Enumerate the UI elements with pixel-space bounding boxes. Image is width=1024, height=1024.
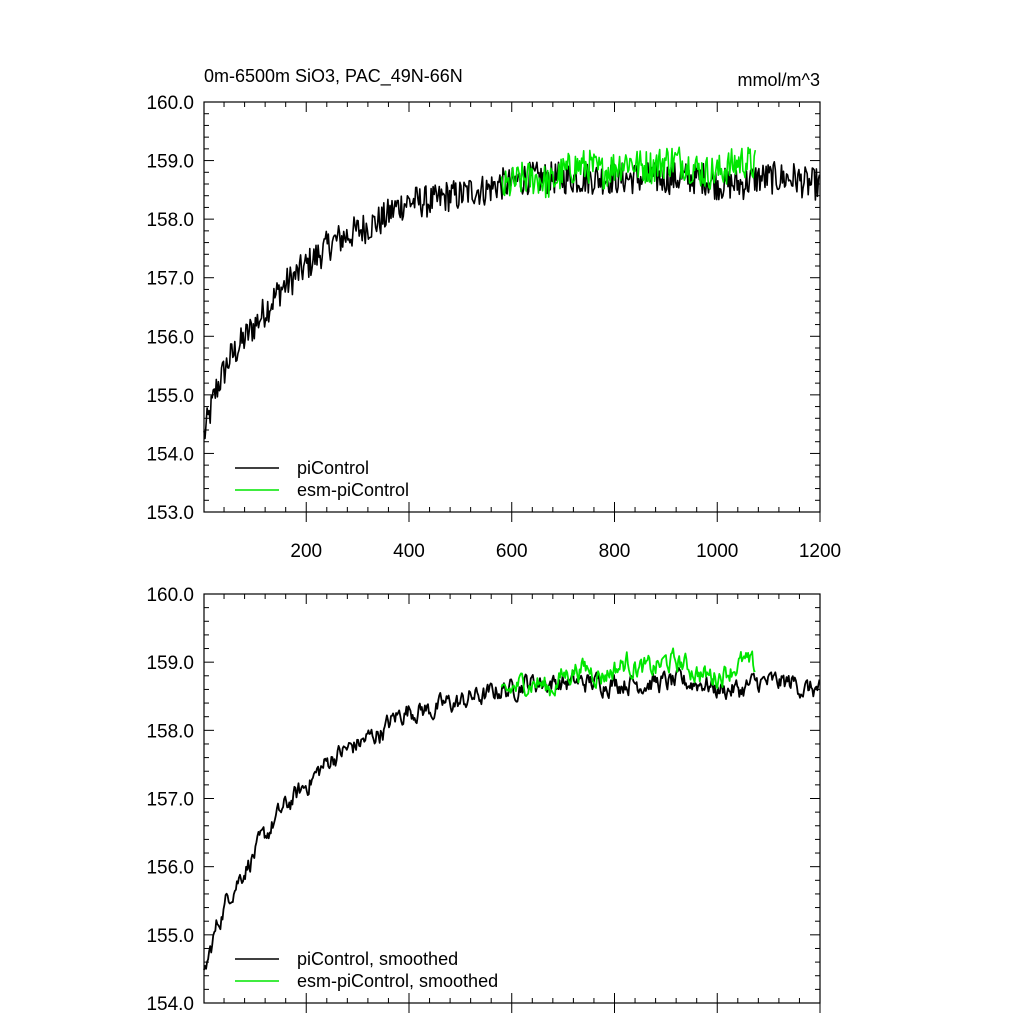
top-ytick-label: 160.0 (146, 93, 194, 114)
top-xtick-label: 800 (599, 541, 631, 562)
top-xtick-label: 200 (290, 541, 322, 562)
bottom-ytick-label: 157.0 (146, 790, 194, 811)
top-panel: 0m-6500m SiO3, PAC_49N-66N mmol/m^3 153.… (146, 66, 841, 562)
bottom-series-1-line (500, 647, 756, 697)
top-xtick-label: 1000 (696, 541, 738, 562)
top-xtick-label: 600 (496, 541, 528, 562)
top-legend-label-0: piControl (297, 458, 369, 478)
top-ytick-label: 153.0 (146, 503, 194, 524)
top-series-0-line (203, 161, 821, 440)
bottom-legend-label-1: esm-piControl, smoothed (297, 971, 498, 991)
top-panel-units: mmol/m^3 (738, 70, 820, 90)
bottom-plot-frame (203, 593, 821, 1004)
top-series-1-line (500, 146, 757, 199)
top-ytick-label: 154.0 (146, 444, 194, 465)
bottom-ytick-label: 159.0 (146, 653, 194, 674)
bottom-ytick-label: 156.0 (146, 858, 194, 879)
top-ytick-label: 156.0 (146, 327, 194, 348)
bottom-ytick-label: 155.0 (146, 926, 194, 947)
bottom-panel: 154.0 155.0 156.0 157.0 158.0 159.0 160.0 piCo… (146, 585, 821, 1015)
bottom-ytick-label: 158.0 (146, 721, 194, 742)
bottom-ytick-label: 160.0 (146, 585, 194, 606)
bottom-series-0-line (203, 667, 821, 971)
bottom-panel-series (203, 647, 821, 971)
top-xtick-label: 1200 (799, 541, 841, 562)
top-ytick-label: 158.0 (146, 210, 194, 231)
top-ytick-label: 159.0 (146, 152, 194, 173)
top-panel-title: 0m-6500m SiO3, PAC_49N-66N (204, 66, 463, 87)
top-panel-series (203, 146, 821, 440)
bottom-panel-axes: 154.0 155.0 156.0 157.0 158.0 159.0 160.0 (146, 585, 821, 1015)
top-ytick-label: 155.0 (146, 386, 194, 407)
top-xtick-label: 400 (393, 541, 425, 562)
bottom-legend-label-0: piControl, smoothed (297, 949, 458, 969)
top-legend-label-1: esm-piControl (297, 480, 409, 500)
bottom-ytick-label: 154.0 (146, 994, 194, 1015)
top-ytick-label: 157.0 (146, 269, 194, 290)
top-panel-axes: 153.0 154.0 155.0 156.0 157.0 158.0 159.0 160.0… (146, 93, 841, 562)
